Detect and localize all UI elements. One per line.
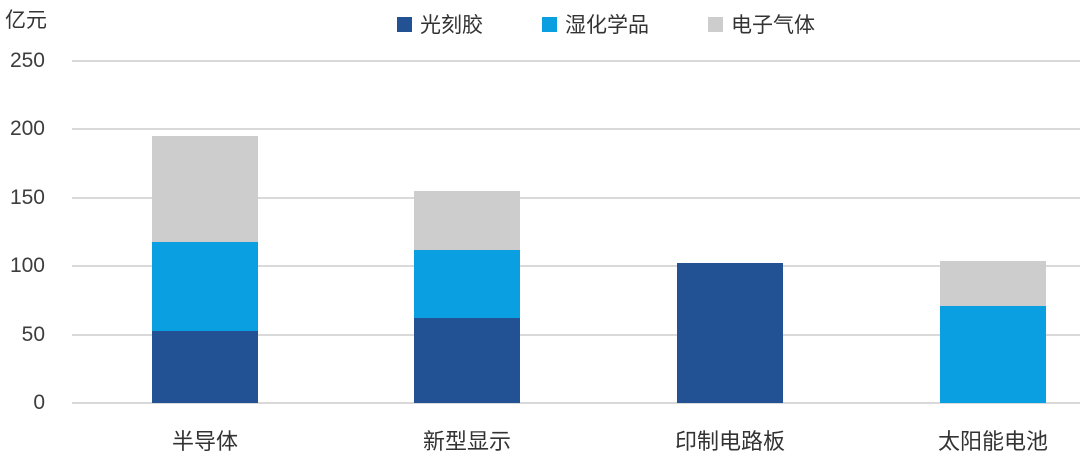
bar-segment-wet-chemicals-0 — [152, 241, 258, 331]
y-tick-label-250: 250 — [9, 49, 45, 72]
gridline-50 — [72, 333, 1080, 336]
y-tick-label-0: 0 — [33, 391, 45, 414]
x-category-label-0: 半导体 — [171, 429, 238, 454]
gridline-200 — [72, 128, 1080, 131]
legend-item-photoresist: 光刻胶 — [397, 9, 483, 39]
gridline-100 — [72, 265, 1080, 268]
legend-item-electronic-gases: 电子气体 — [708, 9, 815, 39]
bar-segment-photoresist-2 — [677, 263, 783, 403]
bar-segment-electronic-gases-1 — [414, 190, 520, 250]
legend: 光刻胶 湿化学品 电子气体 — [397, 9, 815, 39]
bar-segment-wet-chemicals-3 — [940, 305, 1046, 403]
legend-label-electronic-gases: 电子气体 — [731, 14, 815, 37]
x-category-label-1: 新型显示 — [422, 429, 511, 454]
legend-swatch-photoresist — [397, 16, 412, 32]
legend-swatch-wet-chemicals — [542, 16, 557, 32]
y-tick-label-50: 50 — [21, 322, 45, 346]
bar-segment-electronic-gases-3 — [940, 260, 1046, 306]
bar-segment-wet-chemicals-1 — [414, 249, 520, 319]
legend-swatch-electronic-gases — [708, 16, 723, 32]
gridline-150 — [72, 196, 1080, 199]
legend-label-wet-chemicals: 湿化学品 — [565, 14, 649, 37]
gridline-250 — [72, 60, 1080, 62]
bar-segment-electronic-gases-0 — [152, 136, 258, 242]
y-tick-label-100: 100 — [9, 254, 45, 278]
gridline-0 — [72, 402, 1080, 404]
bar-segment-photoresist-0 — [152, 330, 258, 403]
legend-item-wet-chemicals: 湿化学品 — [542, 9, 649, 39]
x-category-label-3: 太阳能电池 — [937, 429, 1048, 454]
plot-area — [72, 60, 1080, 404]
legend-label-photoresist: 光刻胶 — [420, 14, 483, 37]
gridlines-layer — [72, 60, 1080, 404]
bar-segment-photoresist-1 — [414, 318, 520, 403]
x-category-label-2: 印制电路板 — [674, 429, 785, 454]
y-axis-unit-label: 亿元 — [5, 9, 47, 32]
y-tick-label-150: 150 — [9, 185, 45, 209]
bars-layer — [72, 61, 1080, 403]
y-tick-label-200: 200 — [9, 117, 45, 141]
